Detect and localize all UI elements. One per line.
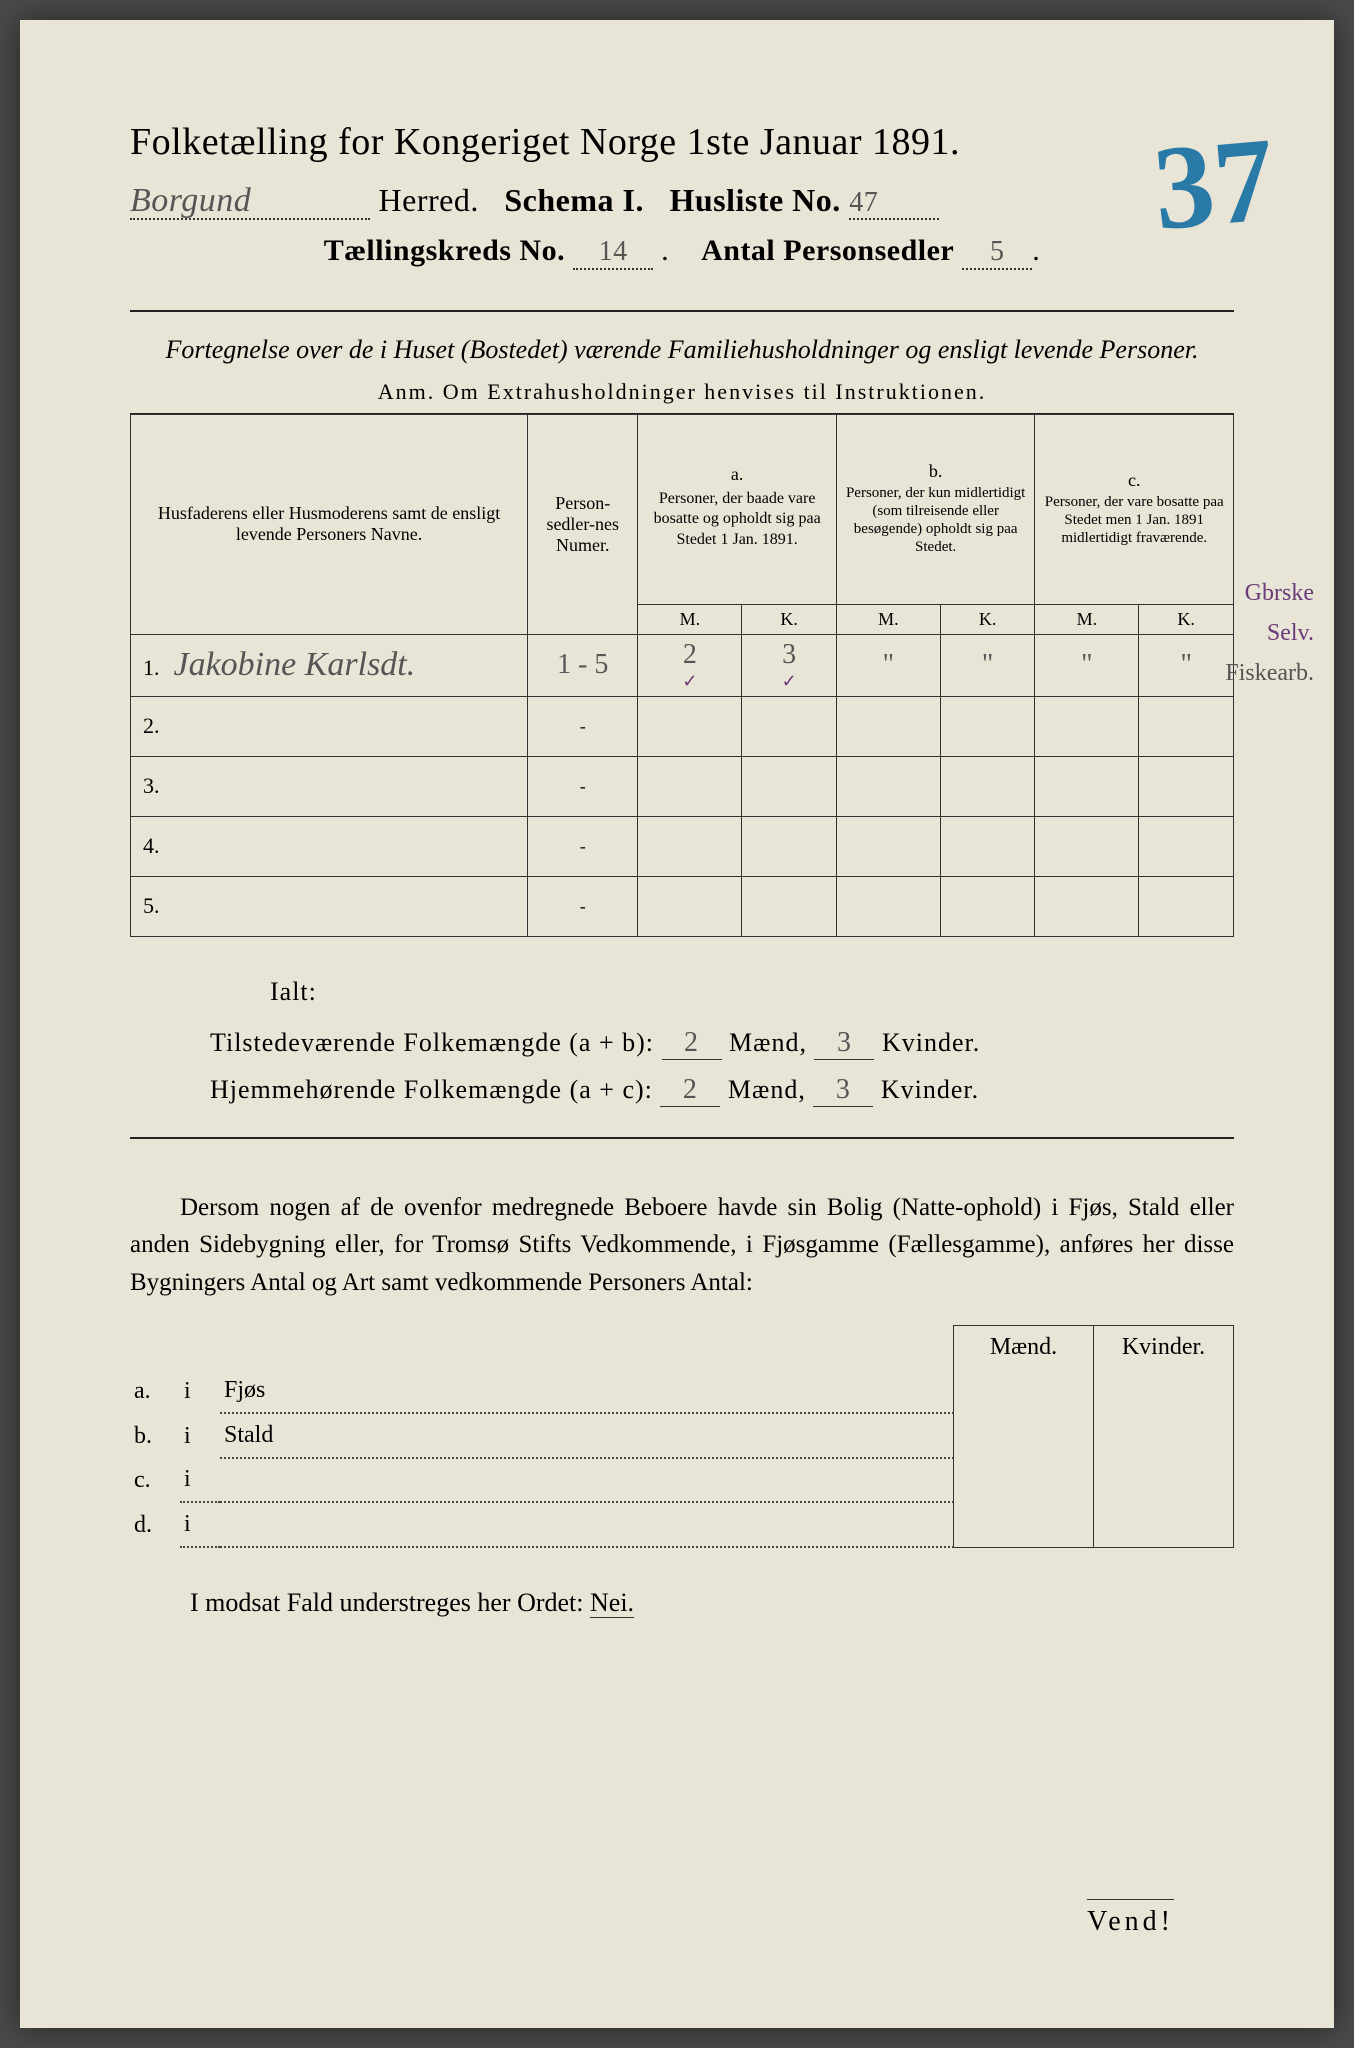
nei-text: I modsat Fald understreges her Ordet: bbox=[190, 1588, 584, 1617]
c-K: K. bbox=[1139, 604, 1234, 634]
sub-a: c. bbox=[130, 1458, 180, 1502]
tot-m: 2 bbox=[662, 1027, 722, 1060]
sub-i: i bbox=[180, 1369, 220, 1413]
b-K: K. bbox=[940, 604, 1035, 634]
main-table: Husfaderens eller Husmoderens samt de en… bbox=[130, 414, 1234, 937]
margin-note-2: Selv. bbox=[1267, 620, 1314, 647]
c-text: Personer, der vare bosatte paa Stedet me… bbox=[1041, 491, 1227, 549]
sub-mend: Mænd. bbox=[954, 1326, 1094, 1370]
b-M: M. bbox=[836, 604, 940, 634]
paragraph-text: Dersom nogen af de ovenfor medregnede Be… bbox=[130, 1189, 1234, 1302]
description-text: Fortegnelse over de i Huset (Bostedet) v… bbox=[130, 332, 1234, 368]
b-text: Personer, der kun midlertidigt (som tilr… bbox=[843, 482, 1029, 558]
table-row: 4. - bbox=[131, 816, 1234, 876]
sub-row: b. i Stald bbox=[130, 1413, 1234, 1458]
tot-m: 2 bbox=[660, 1074, 720, 1107]
mend-label: Mænd, bbox=[729, 1028, 807, 1057]
cell: - bbox=[528, 816, 638, 876]
totals-section: Ialt: Tilstedeværende Folkemængde (a + b… bbox=[130, 977, 1234, 1107]
row-num: 4. bbox=[143, 833, 168, 858]
vend-label: Vend! bbox=[1087, 1899, 1174, 1938]
sub-i: i bbox=[180, 1458, 220, 1502]
row-num: 1. bbox=[143, 655, 168, 680]
tot-label: Tilstedeværende Folkemængde (a + b): bbox=[210, 1028, 654, 1057]
cell: " bbox=[982, 649, 993, 680]
cell: " bbox=[1180, 649, 1191, 680]
col-header-c: c. Personer, der vare bosatte paa Stedet… bbox=[1035, 414, 1234, 604]
sub-i: i bbox=[180, 1502, 220, 1547]
row-num: 2. bbox=[143, 713, 168, 738]
sub-i: i bbox=[180, 1413, 220, 1458]
a-top: a. bbox=[644, 464, 830, 485]
table-row: 2. - bbox=[131, 696, 1234, 756]
sub-row: a. i Fjøs bbox=[130, 1369, 1234, 1413]
kvin-label: Kvinder. bbox=[881, 1075, 979, 1104]
cell: - bbox=[528, 876, 638, 936]
col-header-name: Husfaderens eller Husmoderens samt de en… bbox=[131, 414, 528, 634]
census-form-page: 37 Folketælling for Kongeriget Norge 1st… bbox=[20, 20, 1334, 2028]
col-header-num: Person-sedler-nes Numer. bbox=[528, 414, 638, 634]
totals-line-2: Hjemmehørende Folkemængde (a + c): 2 Mæn… bbox=[210, 1074, 1234, 1107]
a-K: K. bbox=[742, 604, 837, 634]
header-line-2: Borgund Herred. Schema I. Husliste No. 4… bbox=[130, 182, 1234, 220]
sub-a: d. bbox=[130, 1502, 180, 1547]
row-name: Jakobine Karlsdt. bbox=[174, 646, 416, 683]
col-header-a: a. Personer, der baade vare bosatte og o… bbox=[638, 414, 837, 604]
sub-kvin: Kvinder. bbox=[1094, 1326, 1234, 1370]
a-M: M. bbox=[638, 604, 742, 634]
nei-line: I modsat Fald understreges her Ordet: Ne… bbox=[130, 1588, 1234, 1618]
herred-value: Borgund bbox=[130, 182, 251, 219]
kreds-value: 14 bbox=[599, 236, 628, 267]
divider-1 bbox=[130, 310, 1234, 312]
sub-table: Mænd. Kvinder. a. i Fjøs b. i Stald c. i… bbox=[130, 1325, 1234, 1548]
cell: - bbox=[528, 696, 638, 756]
kvin-label: Kvinder. bbox=[882, 1028, 980, 1057]
cell: 1 - 5 bbox=[557, 649, 608, 680]
table-row: 3. - bbox=[131, 756, 1234, 816]
a-text: Personer, der baade vare bosatte og opho… bbox=[644, 485, 830, 555]
divider-2 bbox=[130, 1137, 1234, 1139]
cell: - bbox=[528, 756, 638, 816]
sub-lbl: Fjøs bbox=[224, 1377, 265, 1403]
totals-line-1: Tilstedeværende Folkemængde (a + b): 2 M… bbox=[210, 1027, 1234, 1060]
cell: 3 bbox=[782, 639, 796, 670]
antal-value: 5 bbox=[990, 236, 1005, 267]
cell: " bbox=[1081, 649, 1092, 680]
nei-word: Nei. bbox=[590, 1588, 634, 1618]
col-header-b: b. Personer, der kun midlertidigt (som t… bbox=[836, 414, 1035, 604]
margin-note-1: Gbrske bbox=[1245, 580, 1314, 607]
sub-row: d. i bbox=[130, 1502, 1234, 1547]
tot-k: 3 bbox=[814, 1027, 874, 1060]
kreds-label: Tællingskreds No. bbox=[324, 234, 565, 267]
tot-k: 3 bbox=[813, 1074, 873, 1107]
cell: 2 bbox=[683, 639, 697, 670]
husliste-value: 47 bbox=[849, 187, 878, 218]
sub-a: b. bbox=[130, 1413, 180, 1458]
herred-label: Herred. bbox=[379, 182, 479, 218]
antal-label: Antal Personsedler bbox=[701, 234, 954, 267]
row-num: 3. bbox=[143, 773, 168, 798]
sub-a: a. bbox=[130, 1369, 180, 1413]
tot-label: Hjemmehørende Folkemængde (a + c): bbox=[210, 1075, 653, 1104]
c-M: M. bbox=[1035, 604, 1139, 634]
table-row: 1. Jakobine Karlsdt. 1 - 5 2✓ 3✓ " " " " bbox=[131, 634, 1234, 696]
table-row: 5. - bbox=[131, 876, 1234, 936]
ialt-label: Ialt: bbox=[270, 977, 1234, 1007]
sub-row: c. i bbox=[130, 1458, 1234, 1502]
header-line-3: Tællingskreds No. 14 . Antal Personsedle… bbox=[130, 234, 1234, 270]
cell: " bbox=[883, 649, 894, 680]
stamp-number: 37 bbox=[1148, 110, 1280, 258]
b-top: b. bbox=[843, 461, 1029, 482]
annotation-text: Anm. Om Extrahusholdninger henvises til … bbox=[130, 379, 1234, 405]
main-title: Folketælling for Kongeriget Norge 1ste J… bbox=[130, 120, 1234, 164]
mend-label: Mænd, bbox=[728, 1075, 806, 1104]
schema-label: Schema I. bbox=[504, 182, 644, 218]
margin-note-3: Fiskearb. bbox=[1225, 660, 1314, 687]
husliste-label: Husliste No. bbox=[669, 182, 840, 218]
sub-lbl: Stald bbox=[224, 1422, 273, 1448]
row-num: 5. bbox=[143, 893, 168, 918]
c-top: c. bbox=[1041, 470, 1227, 491]
